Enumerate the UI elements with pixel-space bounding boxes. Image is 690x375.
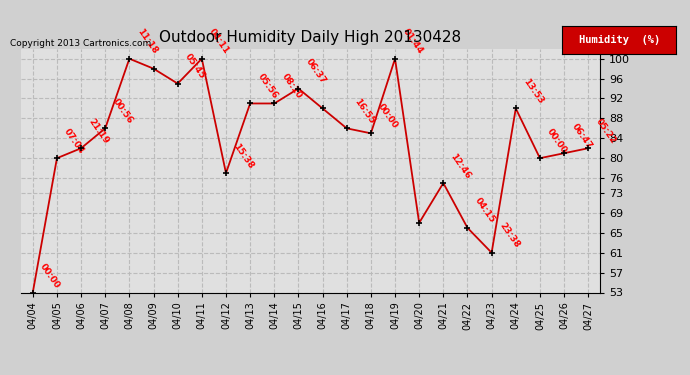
Text: 05:45: 05:45 [184, 52, 207, 81]
Text: 15:38: 15:38 [232, 142, 255, 170]
Text: 21:19: 21:19 [87, 117, 110, 146]
Text: 11:18: 11:18 [135, 27, 159, 56]
Text: 13:53: 13:53 [522, 77, 545, 106]
Title: Outdoor Humidity Daily High 20130428: Outdoor Humidity Daily High 20130428 [159, 30, 462, 45]
Text: 07:04: 07:04 [63, 127, 86, 155]
Text: 06:47: 06:47 [570, 122, 593, 150]
Text: 04:15: 04:15 [473, 196, 497, 225]
Text: 00:56: 00:56 [111, 97, 135, 126]
Text: 05:56: 05:56 [256, 72, 279, 101]
Text: 06:37: 06:37 [304, 57, 328, 86]
Text: 04:11: 04:11 [208, 27, 231, 56]
Text: 01:44: 01:44 [401, 27, 424, 56]
Text: 12:46: 12:46 [449, 152, 473, 180]
Text: 00:00: 00:00 [39, 261, 62, 290]
Text: 23:38: 23:38 [497, 221, 521, 250]
Text: 05:22: 05:22 [594, 117, 618, 146]
Text: Copyright 2013 Cartronics.com: Copyright 2013 Cartronics.com [10, 39, 152, 48]
Text: 00:00: 00:00 [546, 127, 569, 155]
Text: 16:55: 16:55 [353, 97, 376, 126]
Text: 00:00: 00:00 [377, 102, 400, 130]
Text: 08:10: 08:10 [280, 72, 304, 101]
Text: Humidity  (%): Humidity (%) [579, 35, 660, 45]
